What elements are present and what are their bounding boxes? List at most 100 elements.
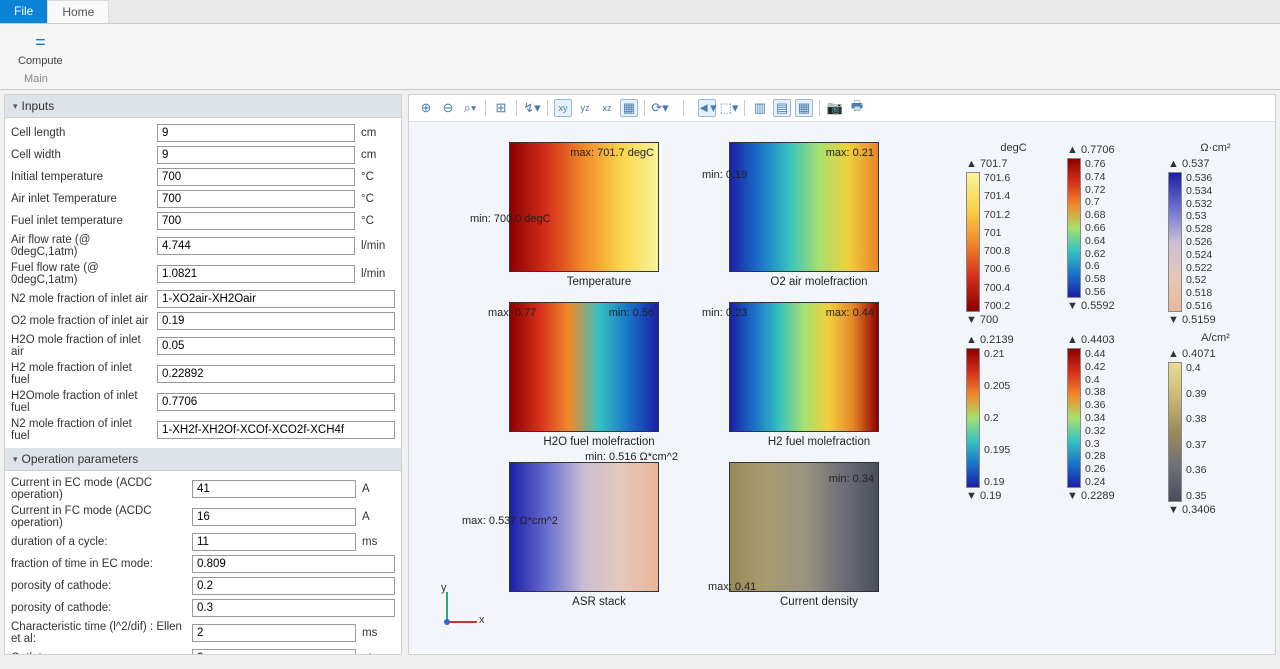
refresh-icon[interactable]: ⟳▾ bbox=[651, 99, 669, 117]
field-unit: cm bbox=[361, 149, 395, 161]
legend-column: Ω·cm²▲ 0.5370.5360.5340.5320.530.5280.52… bbox=[1168, 142, 1263, 328]
axis-icon[interactable]: ↯▾ bbox=[523, 99, 541, 117]
field-input[interactable] bbox=[157, 365, 395, 383]
plot-surface[interactable]: max: 0.41min: 0.34 bbox=[729, 462, 879, 592]
zoom-out-icon[interactable]: ⊖ bbox=[439, 99, 457, 117]
field-unit: l/min bbox=[361, 240, 395, 252]
field-input[interactable] bbox=[192, 649, 356, 655]
field-label: Characteristic time (l^2/dif) : Ellen et… bbox=[11, 621, 186, 645]
field-input[interactable] bbox=[192, 508, 356, 526]
camera-icon[interactable]: 📷 bbox=[826, 99, 844, 117]
plot-min-label: min: 0.516 Ω*cm^2 bbox=[585, 451, 678, 463]
tab-bar: File Home bbox=[0, 0, 1280, 24]
cube-icon[interactable]: ⬚▾ bbox=[720, 99, 738, 117]
field-input[interactable] bbox=[192, 577, 395, 595]
xy-icon[interactable]: xy bbox=[554, 99, 572, 117]
plot-area[interactable]: max: 701.7 degCmin: 700.0 degC Temperatur… bbox=[409, 122, 1275, 653]
form-row: N2 mole fraction of inlet air bbox=[11, 288, 395, 310]
tab-home[interactable]: Home bbox=[47, 0, 109, 23]
plot-surface[interactable]: max: 0.77min: 0.56 bbox=[509, 302, 659, 432]
legend-min: ▼ 0.2289 bbox=[1067, 488, 1162, 504]
plot-surface[interactable]: max: 0.21min: 0.19 bbox=[729, 142, 879, 272]
prev-icon[interactable]: ◄▾ bbox=[698, 99, 716, 117]
ribbon-group-label: Main bbox=[10, 67, 1270, 89]
form-row: Fuel flow rate (@ 0degC,1atm)l/min bbox=[11, 260, 395, 288]
legend-min: ▼ 0.3406 bbox=[1168, 502, 1263, 518]
inputs-header[interactable]: Inputs bbox=[5, 95, 401, 118]
xz-icon[interactable]: xz bbox=[598, 99, 616, 117]
legend-column: ▲ 0.44030.440.420.40.380.360.340.320.30.… bbox=[1067, 332, 1162, 518]
legend-max: ▲ 701.7 bbox=[966, 156, 1061, 172]
yz-icon[interactable]: yz bbox=[576, 99, 594, 117]
field-input[interactable] bbox=[192, 599, 395, 617]
field-label: Outlet gauge pressure: bbox=[11, 652, 186, 655]
form-row: porosity of cathode: bbox=[11, 575, 395, 597]
legend-column: degC▲ 701.7701.6701.4701.2701700.8700.67… bbox=[966, 142, 1061, 328]
plot-caption: O2 air molefraction bbox=[729, 276, 909, 288]
zoom-extents-icon[interactable]: ⊞ bbox=[492, 99, 510, 117]
plot-caption: H2O fuel molefraction bbox=[509, 436, 689, 448]
form-row: Outlet gauge pressure:atm bbox=[11, 647, 395, 655]
field-label: porosity of cathode: bbox=[11, 580, 186, 592]
plot-cell: max: 701.7 degCmin: 700.0 degC Temperatur… bbox=[509, 142, 689, 292]
form-row: Air flow rate (@ 0degC,1atm)l/min bbox=[11, 232, 395, 260]
plot-cell: max: 0.44min: 0.23H2 fuel molefraction bbox=[729, 302, 909, 452]
field-label: O2 mole fraction of inlet air bbox=[11, 315, 151, 327]
legend-ticks: 0.760.740.720.70.680.660.640.620.60.580.… bbox=[1081, 158, 1105, 298]
field-input[interactable] bbox=[157, 124, 355, 142]
field-input[interactable] bbox=[192, 624, 356, 642]
field-input[interactable] bbox=[157, 146, 355, 164]
field-input[interactable] bbox=[157, 290, 395, 308]
opparams-header[interactable]: Operation parameters bbox=[5, 448, 401, 471]
field-input[interactable] bbox=[157, 190, 355, 208]
form-row: Cell widthcm bbox=[11, 144, 395, 166]
field-input[interactable] bbox=[157, 337, 395, 355]
field-label: Current in FC mode (ACDC operation) bbox=[11, 505, 186, 529]
field-label: porosity of cathode: bbox=[11, 602, 186, 614]
legend-ticks: 0.40.390.380.370.360.35 bbox=[1182, 362, 1206, 502]
field-label: Air inlet Temperature bbox=[11, 193, 151, 205]
field-input[interactable] bbox=[192, 555, 395, 573]
field-input[interactable] bbox=[157, 265, 355, 283]
zoom-in-icon[interactable]: ⊕ bbox=[417, 99, 435, 117]
field-input[interactable] bbox=[192, 480, 356, 498]
plot-caption: Temperature bbox=[509, 276, 689, 288]
plot-min-label: min: 0.19 bbox=[702, 169, 747, 181]
grid-icon[interactable]: ▦ bbox=[620, 99, 638, 117]
field-input[interactable] bbox=[192, 533, 356, 551]
field-input[interactable] bbox=[157, 168, 355, 186]
field-unit: ms bbox=[362, 536, 396, 548]
layout1-icon[interactable]: ▥ bbox=[751, 99, 769, 117]
legend-unit: A/cm² bbox=[1168, 332, 1263, 344]
form-row: fraction of time in EC mode: bbox=[11, 553, 395, 575]
plot-min-label: min: 0.23 bbox=[702, 307, 747, 319]
field-input[interactable] bbox=[157, 421, 395, 439]
compute-button[interactable]: = Compute bbox=[10, 30, 71, 67]
field-input[interactable] bbox=[157, 393, 395, 411]
form-row: N2 mole fraction of inlet fuel bbox=[11, 416, 395, 444]
legend-column: ▲ 0.77060.760.740.720.70.680.660.640.620… bbox=[1067, 142, 1162, 328]
plot-min-label: min: 0.56 bbox=[609, 307, 654, 319]
legend-min: ▼ 700 bbox=[966, 312, 1061, 328]
plot-cell: max: 0.77min: 0.56 H2O fuel molefraction bbox=[509, 302, 689, 452]
layout2-icon[interactable]: ▤ bbox=[773, 99, 791, 117]
field-input[interactable] bbox=[157, 312, 395, 330]
plot-max-label: max: 0.41 bbox=[708, 581, 756, 593]
form-row: Cell lengthcm bbox=[11, 122, 395, 144]
legend-colorbar bbox=[1067, 348, 1081, 488]
zoom-box-icon[interactable]: ⌕▾ bbox=[461, 99, 479, 117]
plot-surface[interactable]: max: 0.537 Ω*cm^2min: 0.516 Ω*cm^2 bbox=[509, 462, 659, 592]
plot-max-label: max: 0.77 bbox=[488, 307, 536, 319]
form-row: Air inlet Temperature°C bbox=[11, 188, 395, 210]
field-input[interactable] bbox=[157, 237, 355, 255]
plot-surface[interactable]: max: 0.44min: 0.23 bbox=[729, 302, 879, 432]
field-input[interactable] bbox=[157, 212, 355, 230]
field-label: duration of a cycle: bbox=[11, 536, 186, 548]
plot-surface[interactable]: max: 701.7 degCmin: 700.0 degC bbox=[509, 142, 659, 272]
tab-file[interactable]: File bbox=[0, 0, 47, 23]
legend-ticks: 0.210.2050.20.1950.19 bbox=[980, 348, 1010, 488]
legend-column: A/cm²▲ 0.40710.40.390.380.370.360.35▼ 0.… bbox=[1168, 332, 1263, 518]
print-icon[interactable]: 🖶 bbox=[848, 99, 866, 117]
legend-column: ▲ 0.21390.210.2050.20.1950.19▼ 0.19 bbox=[966, 332, 1061, 518]
layout3-icon[interactable]: ▦ bbox=[795, 99, 813, 117]
